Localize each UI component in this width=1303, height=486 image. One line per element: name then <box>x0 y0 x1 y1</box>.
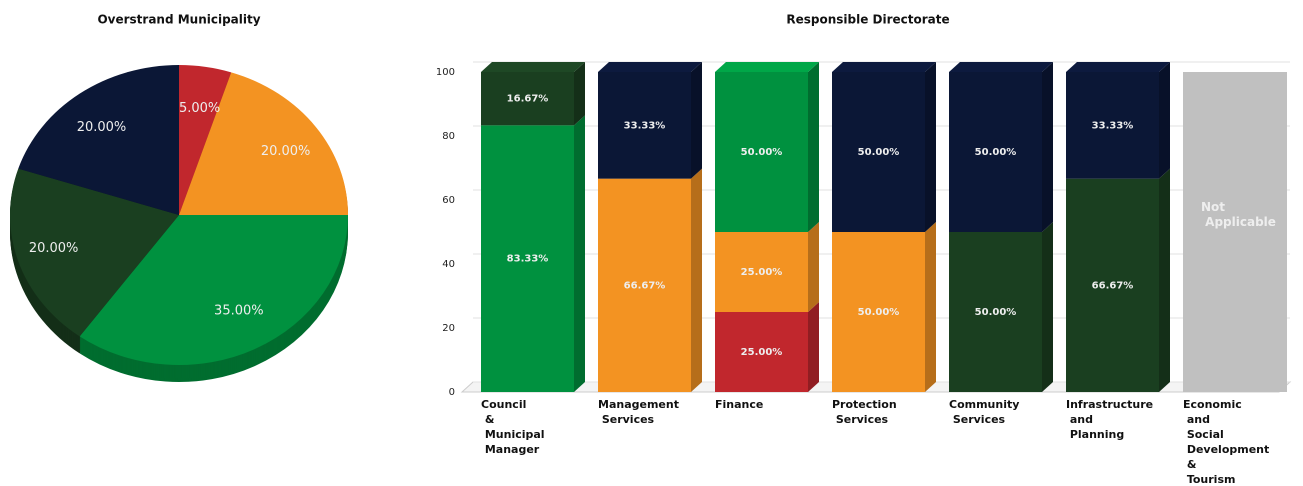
not-applicable-bar <box>1183 72 1287 392</box>
bar-segment <box>598 72 691 179</box>
bar-segment <box>481 125 574 393</box>
bar-segment <box>481 72 574 126</box>
chart-title: Responsible Directorate <box>786 13 949 27</box>
data-label: 20.00% <box>77 120 127 135</box>
pie-slice <box>10 168 180 337</box>
bar-segment <box>832 232 925 392</box>
x-tick-label: Council & Municipal Manager <box>481 398 545 456</box>
bar-segment <box>715 232 808 312</box>
bar-side <box>1159 168 1170 392</box>
data-label: 50.00% <box>858 307 900 318</box>
bar-segment <box>715 72 808 232</box>
pie-slice <box>179 65 232 215</box>
bar-segment <box>949 232 1042 392</box>
bar-side <box>808 222 819 312</box>
data-label: 25.00% <box>741 347 783 358</box>
data-label: 50.00% <box>975 307 1017 318</box>
data-label: 83.33% <box>507 254 549 265</box>
x-tick-label: Infrastructure and Planning <box>1066 398 1153 441</box>
data-label: 50.00% <box>741 147 783 158</box>
chart-title: Overstrand Municipality <box>97 13 260 27</box>
y-tick-label: 100 <box>436 67 455 78</box>
bar-side <box>925 62 936 232</box>
bar-side <box>691 168 702 392</box>
x-tick-label: Protection Services <box>832 398 897 426</box>
bar-segment <box>598 178 691 392</box>
bar-top <box>949 62 1053 72</box>
data-label: 66.67% <box>624 280 666 291</box>
bar-top <box>1066 62 1170 72</box>
data-label: 25.00% <box>741 267 783 278</box>
not-applicable-label: Not Applicable <box>1201 200 1276 229</box>
bar-segment <box>949 72 1042 232</box>
bar-side <box>1159 62 1170 179</box>
bar-top <box>481 62 585 72</box>
bar-side <box>574 115 585 393</box>
data-label: 50.00% <box>858 147 900 158</box>
pie-slice <box>179 72 348 215</box>
data-label: 20.00% <box>29 241 79 256</box>
data-label: 20.00% <box>261 144 311 159</box>
y-tick-label: 60 <box>442 195 455 206</box>
pie-slice <box>79 215 348 366</box>
bar-top <box>715 62 819 72</box>
pie-slice <box>18 65 179 215</box>
x-tick-label: Management Services <box>598 398 679 426</box>
data-label: 50.00% <box>975 147 1017 158</box>
y-tick-label: 40 <box>442 259 455 270</box>
data-label: 66.67% <box>1092 280 1134 291</box>
bar-top <box>598 62 702 72</box>
bar-side <box>1042 62 1053 232</box>
y-tick-label: 20 <box>442 323 455 334</box>
data-label: 16.67% <box>507 94 549 105</box>
data-label: 33.33% <box>1092 120 1134 131</box>
bar-side <box>1042 222 1053 392</box>
bar-segment <box>715 312 808 392</box>
bar-side <box>574 62 585 126</box>
bar-side <box>808 62 819 232</box>
bar-segment <box>1066 178 1159 392</box>
data-label: 35.00% <box>214 304 264 319</box>
x-tick-label: Community Services <box>949 398 1019 426</box>
bar-top <box>832 62 936 72</box>
data-label: 5.00% <box>179 101 220 116</box>
x-tick-label: Economic and Social Development & Touris… <box>1183 398 1269 486</box>
bar-segment <box>1066 72 1159 179</box>
y-tick-label: 80 <box>442 131 455 142</box>
bar-side <box>691 62 702 179</box>
bar-segment <box>832 72 925 232</box>
bar-side <box>925 222 936 392</box>
x-tick-label: Finance <box>715 398 763 411</box>
bar-side <box>808 302 819 392</box>
y-tick-label: 0 <box>449 387 455 398</box>
data-label: 33.33% <box>624 120 666 131</box>
